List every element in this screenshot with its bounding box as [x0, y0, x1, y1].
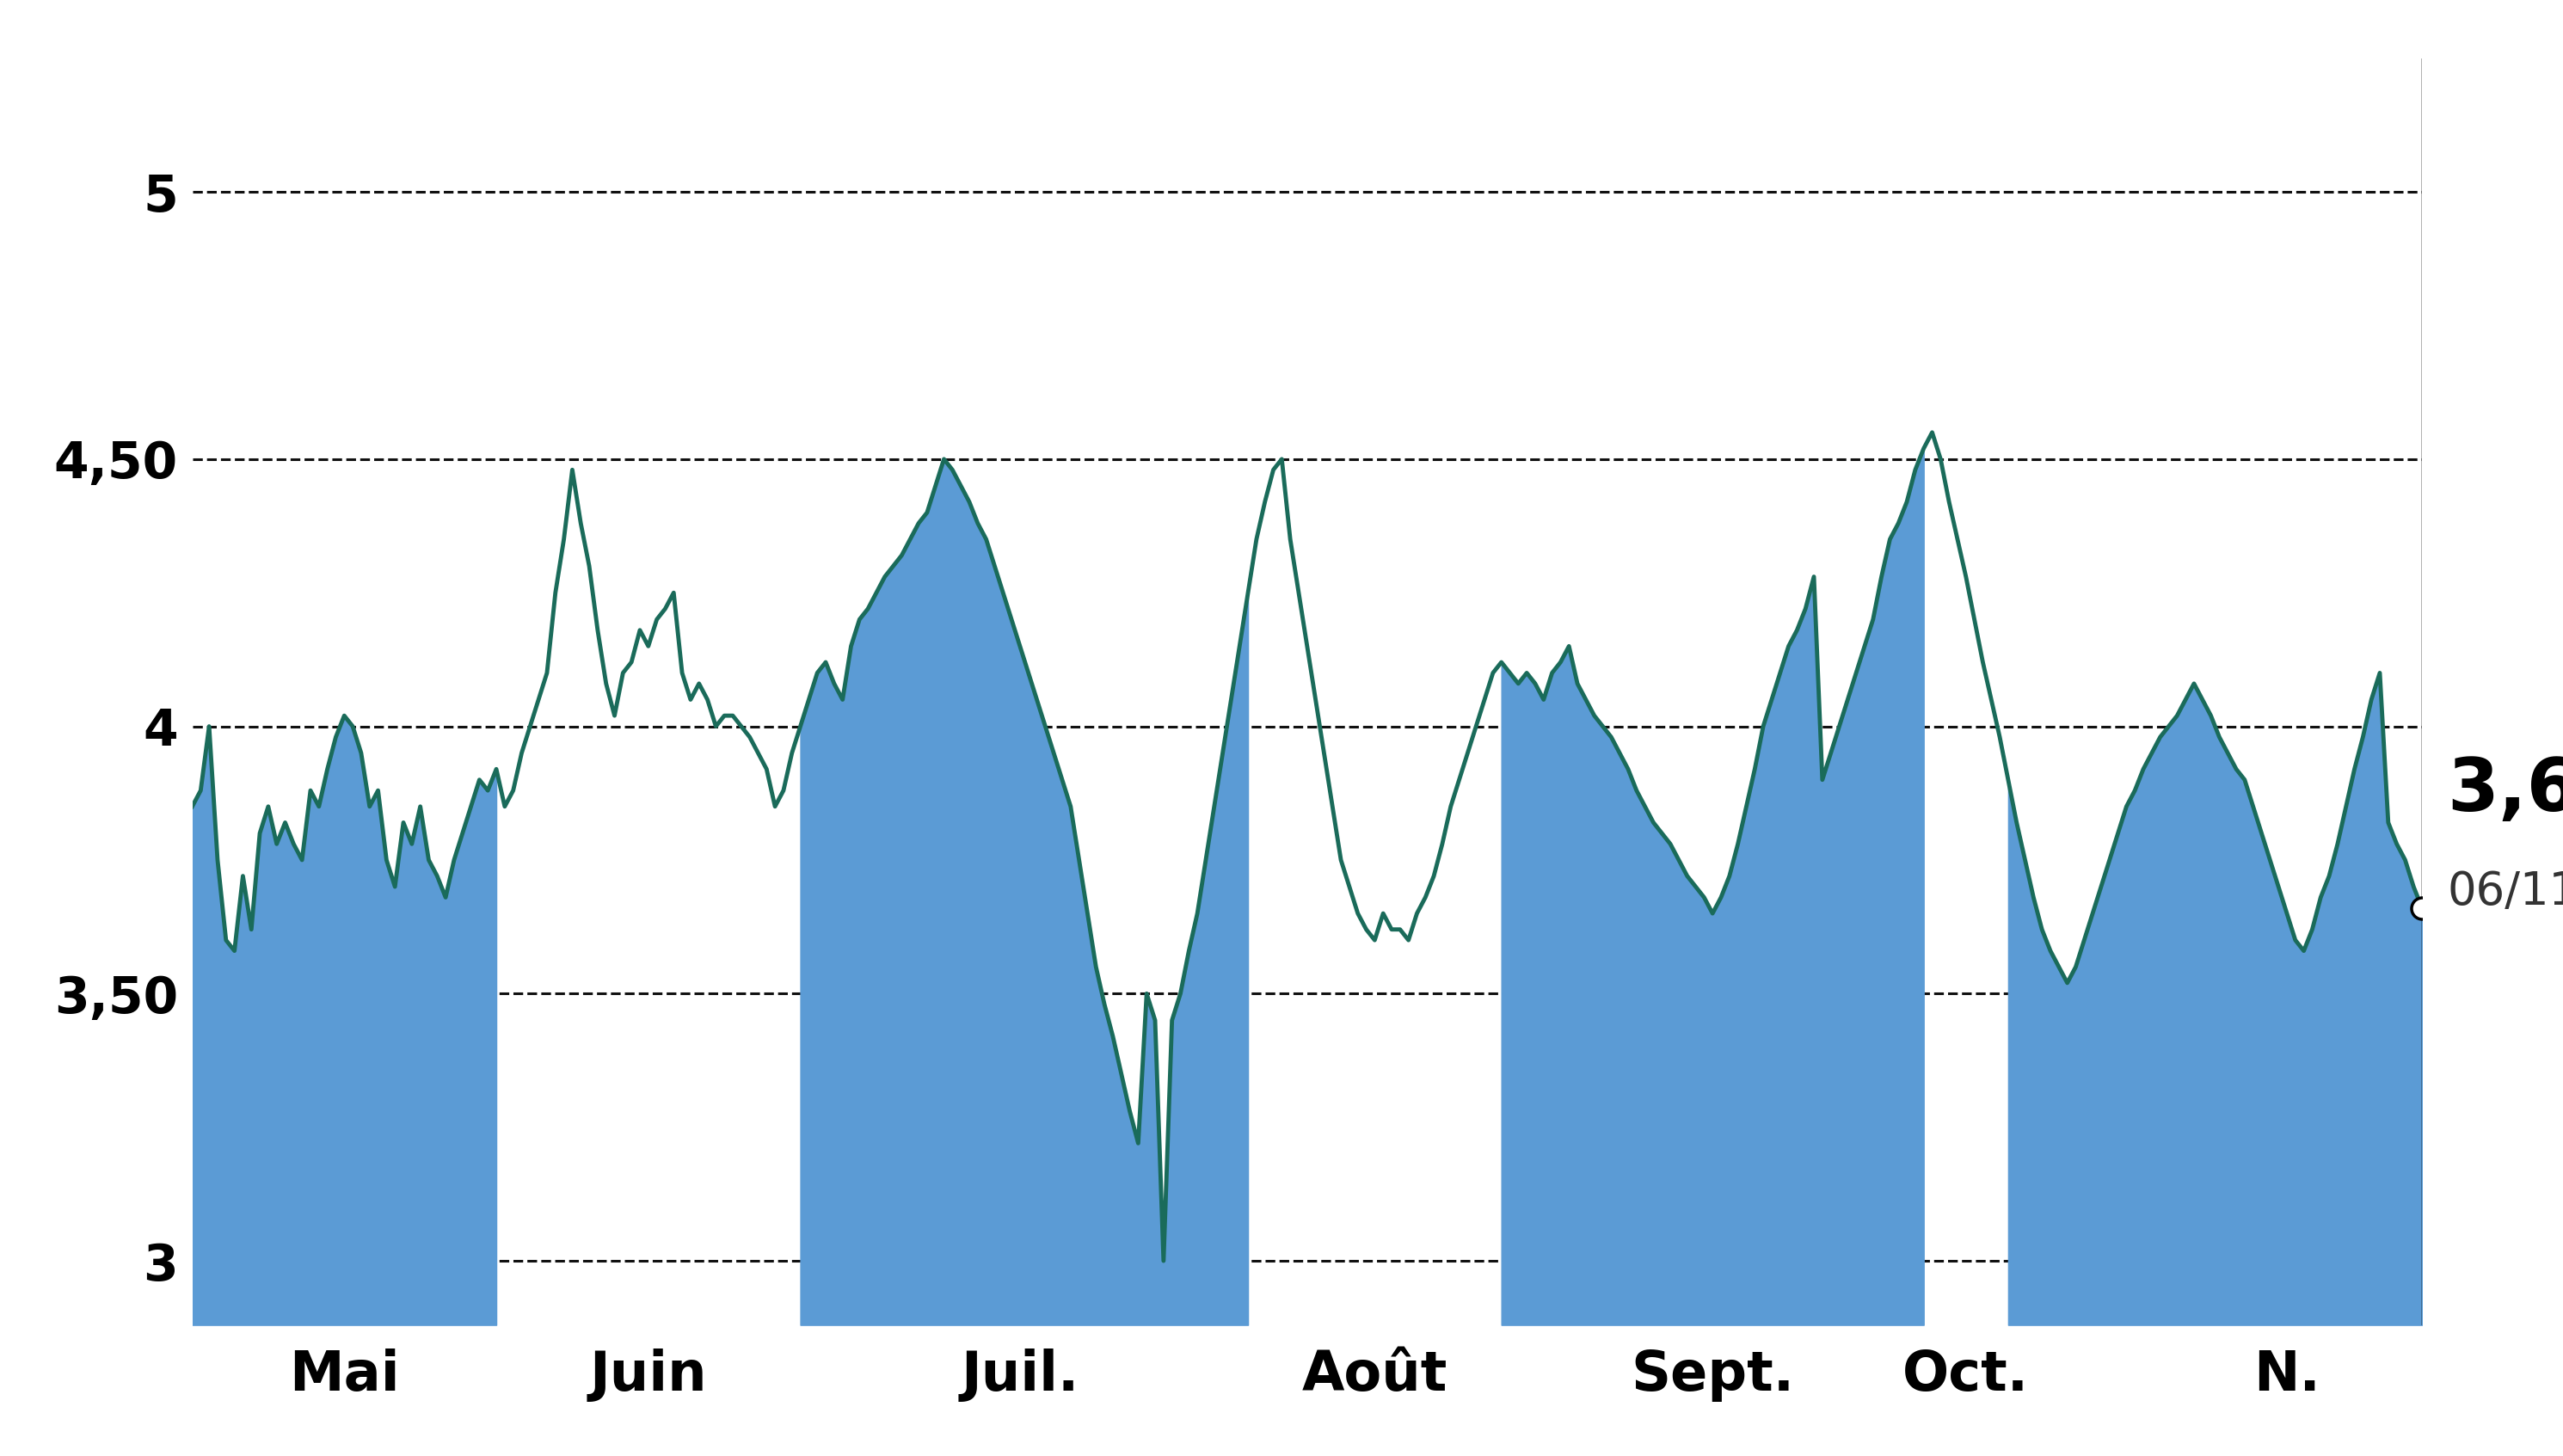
Text: 3,66: 3,66: [2448, 754, 2563, 826]
Text: 06/11: 06/11: [2448, 869, 2563, 914]
Text: Xenetic Biosciences, Inc.: Xenetic Biosciences, Inc.: [548, 16, 2015, 118]
